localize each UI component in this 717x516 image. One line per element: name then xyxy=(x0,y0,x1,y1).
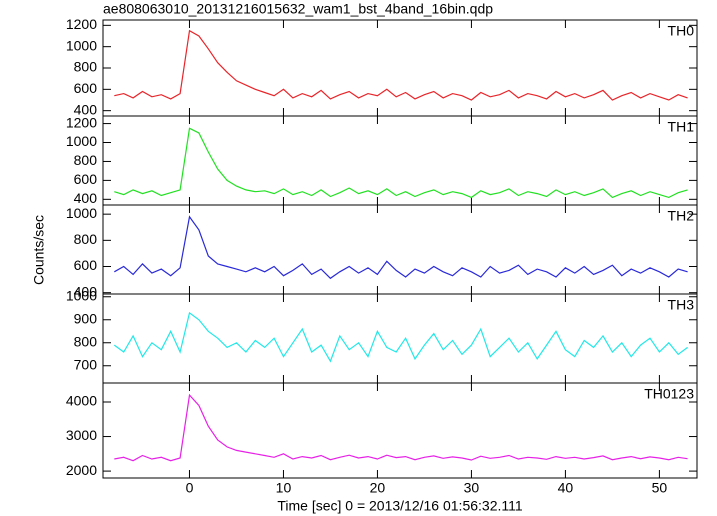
y-tick-label: 1000 xyxy=(66,133,97,149)
y-tick-label: 1200 xyxy=(66,16,97,32)
y-tick-label: 800 xyxy=(74,59,98,75)
y-tick-label: 2000 xyxy=(66,462,97,478)
x-tick-label: 20 xyxy=(370,480,386,496)
y-tick-label: 1000 xyxy=(66,205,97,221)
y-tick-label: 800 xyxy=(74,152,98,168)
y-tick-label: 600 xyxy=(74,80,98,96)
y-tick-label: 3000 xyxy=(66,427,97,443)
panel-frame xyxy=(102,293,698,384)
panel-label: TH1 xyxy=(668,119,695,135)
y-tick-label: 400 xyxy=(74,283,98,299)
x-tick-label: 10 xyxy=(276,480,292,496)
y-tick-label: 600 xyxy=(74,257,98,273)
y-axis-label: Counts/sec xyxy=(31,215,47,285)
series-line xyxy=(114,29,688,101)
y-tick-label: 700 xyxy=(74,356,98,372)
y-tick-label: 4000 xyxy=(66,393,97,409)
y-tick-label: 900 xyxy=(74,310,98,326)
x-tick-label: 30 xyxy=(464,480,480,496)
series-line xyxy=(113,311,688,363)
y-tick-label: 800 xyxy=(74,333,98,349)
panel-frame xyxy=(102,204,698,295)
y-tick-label: 1200 xyxy=(66,114,97,130)
x-tick-label: 0 xyxy=(186,480,194,496)
x-tick-label: 50 xyxy=(652,480,668,496)
y-tick-label: 1000 xyxy=(66,287,97,303)
y-tick-label: 800 xyxy=(74,231,98,247)
panel-label: TH3 xyxy=(668,297,695,313)
x-tick-label: 40 xyxy=(558,480,574,496)
series-line xyxy=(114,215,688,280)
panel-label: TH0 xyxy=(668,23,695,39)
chart-title: ae808063010_20131216015632_wam1_bst_4ban… xyxy=(103,1,493,17)
panel-label: TH0123 xyxy=(644,386,694,402)
panel-label: TH2 xyxy=(668,208,695,224)
y-tick-label: 1000 xyxy=(66,37,97,53)
y-tick-label: 600 xyxy=(74,171,98,187)
panel-frame xyxy=(102,19,698,117)
y-tick-label: 400 xyxy=(74,101,98,117)
series-line xyxy=(114,127,688,199)
series-line xyxy=(114,393,688,462)
x-axis-label: Time [sec] 0 = 2013/12/16 01:56:32.111 xyxy=(277,498,523,514)
panel-frame xyxy=(102,382,698,479)
y-tick-label: 400 xyxy=(74,190,98,206)
